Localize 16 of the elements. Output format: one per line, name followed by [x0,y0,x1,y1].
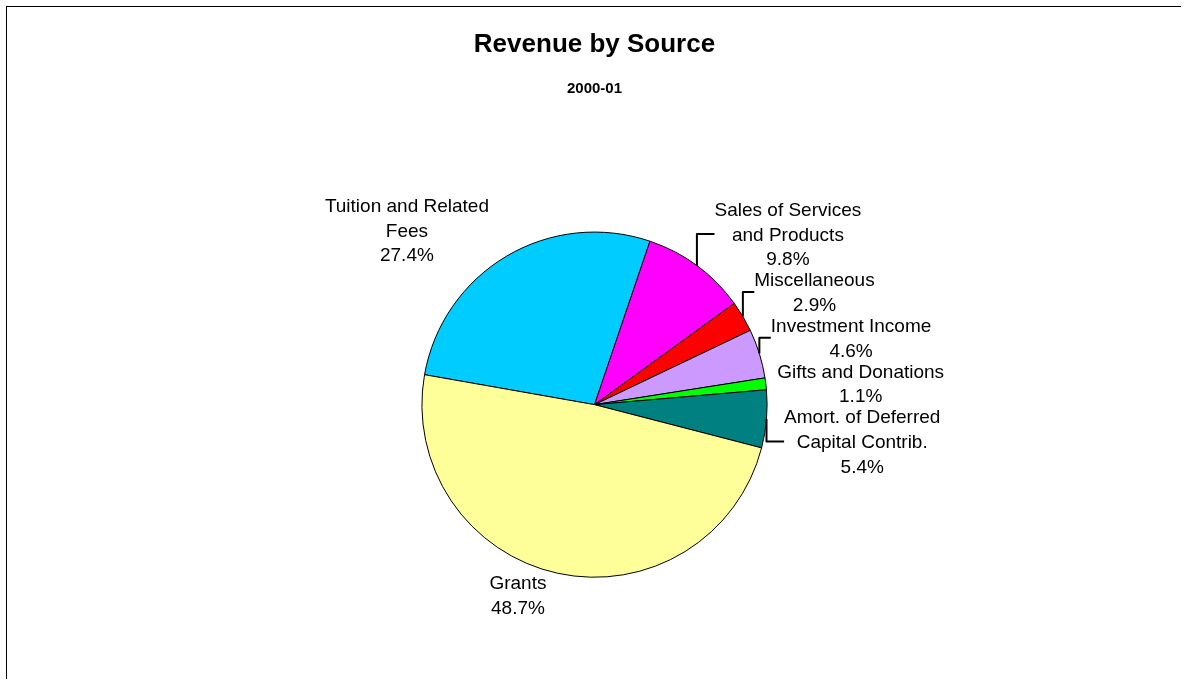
slice-label: Sales of Services and Products [714,198,862,245]
chart-title: Revenue by Source [473,28,716,59]
slice-label: Gifts and Donations [777,360,945,382]
data-label: 48.7% [491,596,545,618]
data-label: 1.1% [839,385,883,407]
data-label: 2.9% [792,293,837,315]
slice-label: Investment Income [770,314,932,336]
data-label: 4.6% [829,339,873,361]
chart-subtitle: 2000-01 [566,78,623,96]
data-label: 27.4% [379,244,434,266]
data-label: 5.4% [840,455,884,477]
slice-label: Tuition and Related Fees [324,194,489,241]
slice-label: Miscellaneous [754,269,875,291]
data-label: 9.8% [766,248,810,270]
slice-label: Amort. of Deferred Capital Contrib. [784,406,941,453]
slice-label: Grants [489,572,547,594]
